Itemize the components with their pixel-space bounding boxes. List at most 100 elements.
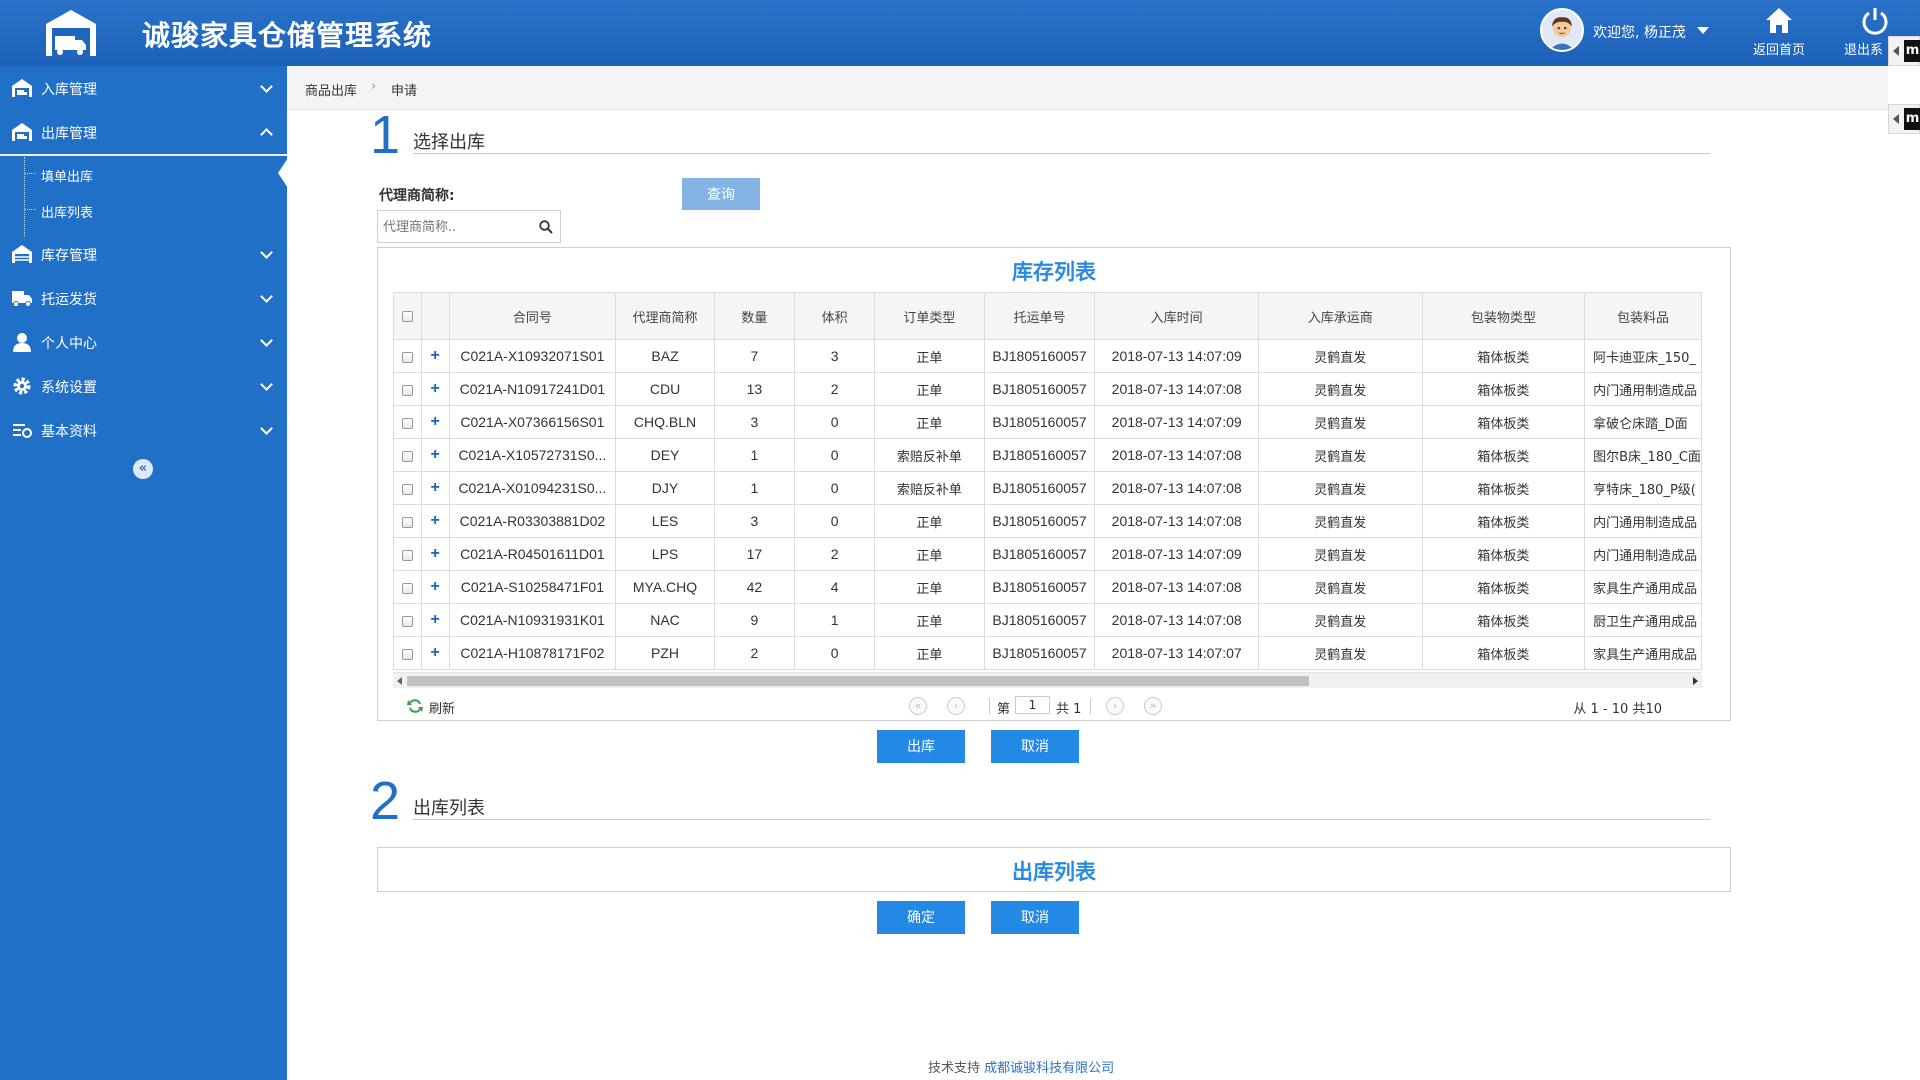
agent-search-field[interactable] xyxy=(377,210,561,243)
row-checkbox[interactable] xyxy=(401,549,413,561)
user-menu-caret-icon[interactable] xyxy=(1697,27,1709,34)
table-row[interactable]: + C021A-R04501611D01 LPS 17 2 正单 BJ1805160057 2… xyxy=(393,537,1702,571)
column-header[interactable]: 入库承运商 xyxy=(1257,292,1423,340)
row-checkbox[interactable] xyxy=(401,516,413,528)
refresh-icon[interactable] xyxy=(407,698,423,714)
user-avatar[interactable] xyxy=(1540,8,1584,52)
row-select-cell[interactable] xyxy=(393,405,422,439)
horizontal-scrollbar[interactable] xyxy=(393,672,1702,688)
row-select-cell[interactable] xyxy=(393,636,422,670)
table-row[interactable]: + C021A-N10917241D01 CDU 13 2 正单 BJ1805160057 2… xyxy=(393,372,1702,406)
table-row[interactable]: + C021A-N10931931K01 NAC 9 1 正单 BJ1805160057 20… xyxy=(393,603,1702,637)
column-header[interactable]: 入库时间 xyxy=(1094,292,1259,340)
row-checkbox[interactable] xyxy=(401,384,413,396)
breadcrumb-parent[interactable]: 商品出库 xyxy=(305,84,358,99)
row-expand-cell[interactable]: + xyxy=(420,570,450,604)
column-header[interactable]: 合同号 xyxy=(448,292,617,340)
row-expand-cell[interactable]: + xyxy=(420,372,450,406)
sidebar-item-shipping[interactable]: 托运发货 xyxy=(0,276,287,320)
row-expand-cell[interactable]: + xyxy=(420,504,450,538)
column-header[interactable]: 代理商简称 xyxy=(615,292,715,340)
outbound-button[interactable]: 出库 xyxy=(877,730,965,763)
expand-plus-icon[interactable]: + xyxy=(430,611,440,628)
expand-plus-icon[interactable]: + xyxy=(430,413,440,430)
row-checkbox[interactable] xyxy=(401,582,413,594)
footer-company-link[interactable]: 成都诚骏科技有限公司 xyxy=(984,1061,1115,1076)
next-page-button[interactable]: › xyxy=(1106,697,1124,715)
column-header[interactable]: 包装料品 xyxy=(1584,292,1702,340)
expand-plus-icon[interactable]: + xyxy=(430,578,440,595)
sidebar-item-inventory[interactable]: 库存管理 xyxy=(0,232,287,276)
column-header[interactable]: 订单类型 xyxy=(874,292,985,340)
row-select-cell[interactable] xyxy=(393,438,422,472)
sidebar-subitem-fill-outbound[interactable]: 填单出库 xyxy=(0,156,287,192)
row-checkbox[interactable] xyxy=(401,615,413,627)
home-button[interactable]: 返回首页 xyxy=(1744,6,1814,62)
scrollbar-thumb[interactable] xyxy=(407,676,1309,686)
row-select-cell[interactable] xyxy=(393,603,422,637)
column-header[interactable]: 数量 xyxy=(713,292,796,340)
row-checkbox[interactable] xyxy=(401,351,413,363)
refresh-label[interactable]: 刷新 xyxy=(429,702,456,717)
expand-plus-icon[interactable]: + xyxy=(430,347,440,364)
cancel-button-2[interactable]: 取消 xyxy=(991,901,1079,934)
row-checkbox[interactable] xyxy=(401,450,413,462)
confirm-button[interactable]: 确定 xyxy=(877,901,965,934)
row-checkbox[interactable] xyxy=(401,648,413,660)
row-expand-cell[interactable]: + xyxy=(420,471,450,505)
row-checkbox[interactable] xyxy=(401,417,413,429)
select-all-cell[interactable] xyxy=(393,292,422,340)
row-select-cell[interactable] xyxy=(393,570,422,604)
agent-search-input[interactable] xyxy=(383,217,533,237)
side-tab-1[interactable]: m xyxy=(1888,36,1920,66)
row-select-cell[interactable] xyxy=(393,471,422,505)
prev-page-button[interactable]: ‹ xyxy=(947,697,965,715)
column-header[interactable]: 包装物类型 xyxy=(1421,292,1586,340)
table-row[interactable]: + C021A-S10258471F01 MYA.CHQ 42 4 正单 BJ1805160… xyxy=(393,570,1702,604)
table-row[interactable]: + C021A-X01094231S0... DJY 1 0 索赔反补单 BJ1805160… xyxy=(393,471,1702,505)
sidebar-item-inbound[interactable]: 入库管理 xyxy=(0,66,287,110)
table-row[interactable]: + C021A-H10878171F02 PZH 2 0 正单 BJ1805160057 20… xyxy=(393,636,1702,670)
sidebar-item-settings[interactable]: 系统设置 xyxy=(0,364,287,408)
table-row[interactable]: + C021A-X07366156S01 CHQ.BLN 3 0 正单 BJ18051600… xyxy=(393,405,1702,439)
row-expand-cell[interactable]: + xyxy=(420,405,450,439)
row-select-cell[interactable] xyxy=(393,372,422,406)
scroll-right-arrow-icon[interactable] xyxy=(1693,677,1698,685)
expand-plus-icon[interactable]: + xyxy=(430,380,440,397)
table-row[interactable]: + C021A-X10932071S01 BAZ 7 3 正单 BJ1805160057 20… xyxy=(393,339,1702,373)
table-row[interactable]: + C021A-R03303881D02 LES 3 0 正单 BJ1805160057 20… xyxy=(393,504,1702,538)
first-page-button[interactable]: « xyxy=(909,697,927,715)
sidebar-subitem-outbound-list[interactable]: 出库列表 xyxy=(0,192,287,228)
search-icon[interactable] xyxy=(539,220,553,234)
column-header[interactable]: 托运单号 xyxy=(983,292,1096,340)
row-expand-cell[interactable]: + xyxy=(420,603,450,637)
sidebar-item-basic-data[interactable]: 基本资料 xyxy=(0,408,287,452)
row-select-cell[interactable] xyxy=(393,504,422,538)
select-all-checkbox[interactable] xyxy=(401,310,413,322)
query-button[interactable]: 查询 xyxy=(682,178,760,210)
welcome-text[interactable]: 欢迎您, 杨正茂 xyxy=(1593,25,1686,41)
column-header[interactable]: 体积 xyxy=(794,292,876,340)
sidebar-item-outbound[interactable]: 出库管理 xyxy=(0,110,287,154)
table-row[interactable]: + C021A-X10572731S0... DEY 1 0 索赔反补单 BJ1805160… xyxy=(393,438,1702,472)
cancel-button[interactable]: 取消 xyxy=(991,730,1079,763)
sidebar-collapse-button[interactable]: « xyxy=(133,459,153,479)
row-expand-cell[interactable]: + xyxy=(420,438,450,472)
expand-plus-icon[interactable]: + xyxy=(430,644,440,661)
expand-plus-icon[interactable]: + xyxy=(430,446,440,463)
row-checkbox[interactable] xyxy=(401,483,413,495)
last-page-button[interactable]: » xyxy=(1144,697,1162,715)
row-expand-cell[interactable]: + xyxy=(420,537,450,571)
row-expand-cell[interactable]: + xyxy=(420,636,450,670)
scroll-left-arrow-icon[interactable] xyxy=(397,677,402,685)
page-number-input[interactable]: 1 xyxy=(1015,696,1050,714)
sidebar-item-profile[interactable]: 个人中心 xyxy=(0,320,287,364)
expand-plus-icon[interactable]: + xyxy=(430,545,440,562)
row-select-cell[interactable] xyxy=(393,339,422,373)
row-expand-cell[interactable]: + xyxy=(420,339,450,373)
side-tab-2[interactable]: m xyxy=(1888,104,1920,134)
expand-plus-icon[interactable]: + xyxy=(430,512,440,529)
row-select-cell[interactable] xyxy=(393,537,422,571)
logout-button[interactable]: 退出系 xyxy=(1840,6,1910,62)
expand-plus-icon[interactable]: + xyxy=(430,479,440,496)
